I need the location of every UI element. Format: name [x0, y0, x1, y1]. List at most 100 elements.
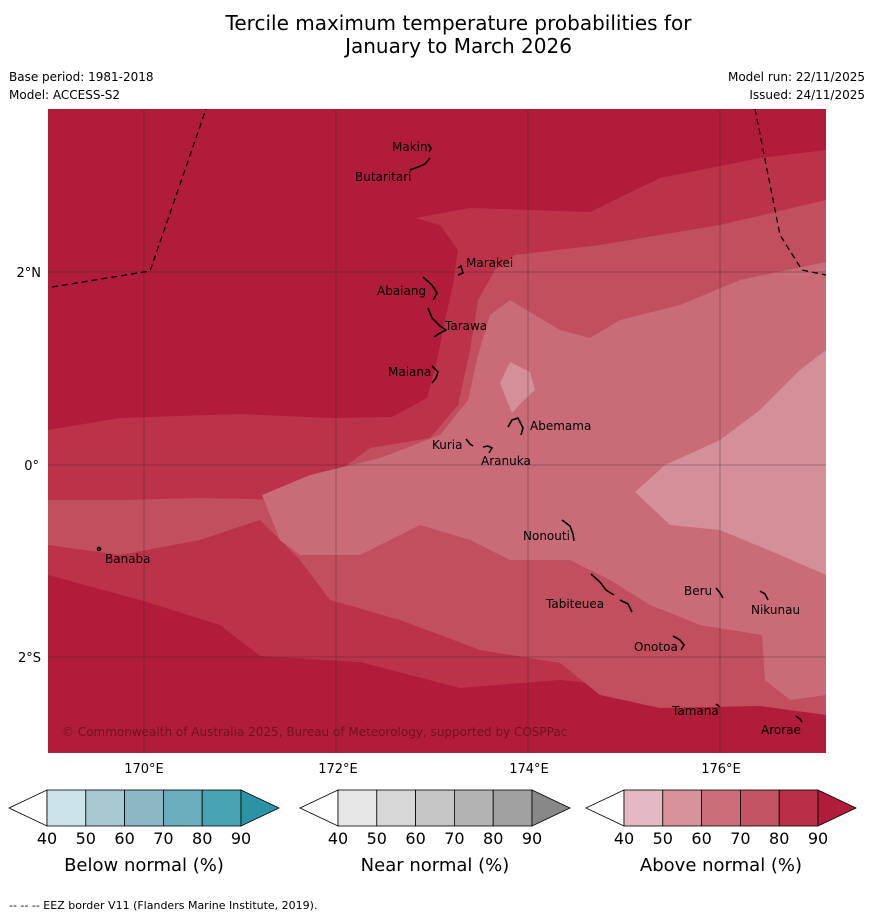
- island-tamana-shape: [715, 703, 721, 708]
- island-beru-shape: [715, 587, 724, 599]
- colorbar-near-extend-low: [299, 789, 339, 827]
- meta-right: Model run: 22/11/2025 Issued: 24/11/2025: [728, 68, 865, 104]
- eez-border-west: [51, 109, 207, 288]
- colorbar-above-tick-80: 80: [769, 829, 789, 848]
- colorbar-below-segment-2: [124, 789, 164, 827]
- lon-label-170E: 170°E: [124, 762, 164, 777]
- colorbar-near-tick-70: 70: [444, 829, 464, 848]
- colorbar-near-segment-4: [492, 789, 533, 827]
- colorbar-above-segment-3: [740, 789, 780, 827]
- colorbar-above-tick-60: 60: [691, 829, 711, 848]
- colorbar-near-tick-50: 50: [367, 829, 387, 848]
- lon-label-174E: 174°E: [509, 762, 549, 777]
- label-kuria: Kuria: [432, 438, 463, 452]
- colorbar-below-extend-high: [240, 789, 280, 827]
- model-run: Model run: 22/11/2025: [727, 70, 865, 84]
- label-makin: Makin: [392, 140, 428, 154]
- island-tabiteuea-south-shape: [619, 599, 633, 613]
- meta-left: Base period: 1981-2018 Model: ACCESS-S2: [9, 68, 154, 104]
- colorbar-below-segment-1: [85, 789, 126, 827]
- label-onotoa: Onotoa: [634, 640, 678, 654]
- colorbar-above-normal: 40 50 60 70 80 90: [585, 789, 857, 848]
- lon-label-172E: 172°E: [318, 762, 358, 777]
- colorbar-near-segment-2: [415, 789, 455, 827]
- island-abaiang-shape: [422, 276, 438, 301]
- label-nikunau: Nikunau: [751, 603, 800, 617]
- island-abemama-shape: [507, 417, 524, 436]
- colorbar-near-tick-40: 40: [328, 829, 348, 848]
- band-50-60: [262, 262, 826, 700]
- colorbar-below-tick-50: 50: [76, 829, 96, 848]
- lon-label-176E: 176°E: [701, 762, 741, 777]
- base-period: Base period: 1981-2018: [9, 70, 154, 84]
- colorbar-above-tick-70: 70: [730, 829, 750, 848]
- colorbar-near-tick-90: 90: [522, 829, 542, 848]
- island-tarawa-shape: [427, 307, 448, 338]
- island-butaritari-shape: [409, 157, 431, 171]
- colorbar-near-segment-1: [376, 789, 416, 827]
- lat-label-2S: 2°S: [18, 651, 41, 666]
- colorbar-above-tick-90: 90: [808, 829, 828, 848]
- band-40-50-small: [500, 362, 535, 413]
- place-labels: Makin Butaritari Marakei Abaiang Tarawa …: [105, 140, 801, 737]
- colorbar-near-segment-0: [337, 789, 378, 827]
- colorbar-above-segment-1: [662, 789, 702, 827]
- colorbar-below-tick-60: 60: [114, 829, 134, 848]
- colorbar-above-segment-2: [701, 789, 741, 827]
- colorbar-above-segment-0: [623, 789, 664, 827]
- label-aranuka: Aranuka: [481, 454, 531, 468]
- island-arorae-shape: [795, 715, 803, 723]
- colorbar-above-tick-40: 40: [614, 829, 634, 848]
- island-onotoa-shape: [672, 635, 685, 651]
- label-banaba: Banaba: [105, 552, 151, 566]
- colorbar-below-segment-0: [46, 789, 87, 827]
- graticule: [48, 109, 826, 753]
- colorbar-above-tick-50: 50: [653, 829, 673, 848]
- colorbar-below-segment-3: [162, 789, 203, 827]
- map-title-line1: Tercile maximum temperature probabilitie…: [225, 11, 692, 35]
- eez-border-east: [754, 109, 826, 276]
- copyright-notice: © Commonwealth of Australia 2025, Bureau…: [62, 725, 567, 739]
- colorbar-near-title: Near normal (%): [361, 855, 510, 876]
- probability-field: Makin Butaritari Marakei Abaiang Tarawa …: [48, 109, 826, 753]
- island-marakei-shape: [457, 264, 464, 276]
- island-nonouti-shape: [561, 519, 575, 542]
- label-arorae: Arorae: [761, 723, 801, 737]
- label-tamana: Tamana: [671, 704, 719, 718]
- map-title: Tercile maximum temperature probabilitie…: [0, 12, 873, 58]
- colorbar-above-segment-4: [778, 789, 819, 827]
- issued-date: Issued: 24/11/2025: [749, 88, 865, 102]
- colorbar-near-normal: 40 50 60 70 80 90: [299, 789, 571, 848]
- label-beru: Beru: [684, 584, 712, 598]
- eez-legend-footer: -- -- -- EEZ border V11 (Flanders Marine…: [9, 899, 318, 912]
- label-maiana: Maiana: [388, 365, 431, 379]
- colorbar-below-tick-80: 80: [192, 829, 212, 848]
- label-marakei: Marakei: [466, 256, 513, 270]
- longitude-labels: 170°E 172°E 174°E 176°E: [124, 762, 741, 777]
- island-makin-shape: [427, 143, 432, 153]
- eez-border: [51, 109, 826, 288]
- island-tabiteuea-north-shape: [590, 573, 615, 596]
- colorbar-near-tick-60: 60: [405, 829, 425, 848]
- colorbar-below-segment-4: [201, 789, 242, 827]
- band-40-50: [635, 350, 826, 575]
- label-tabiteuea: Tabiteuea: [545, 597, 604, 611]
- colorbar-near-tick-80: 80: [483, 829, 503, 848]
- label-abemama: Abemama: [530, 419, 591, 433]
- colorbar-below-title: Below normal (%): [64, 855, 224, 876]
- island-maiana-shape: [431, 365, 439, 384]
- latitude-labels: 2°N 0° 2°S: [17, 266, 42, 666]
- colorbar-above-extend-low: [585, 789, 625, 827]
- island-aranuka-shape: [482, 445, 494, 454]
- colorbar-below-tick-70: 70: [153, 829, 173, 848]
- island-banaba-shape: [96, 546, 102, 552]
- islands: [96, 143, 803, 723]
- map-title-line2: January to March 2026: [345, 34, 572, 58]
- label-nonouti: Nonouti: [523, 529, 570, 543]
- colorbar-above-extend-high: [817, 789, 857, 827]
- colorbar-below-tick-40: 40: [37, 829, 57, 848]
- lat-label-0: 0°: [24, 459, 39, 474]
- colorbar-near-segment-3: [453, 789, 494, 827]
- colorbar-above-title: Above normal (%): [640, 855, 802, 876]
